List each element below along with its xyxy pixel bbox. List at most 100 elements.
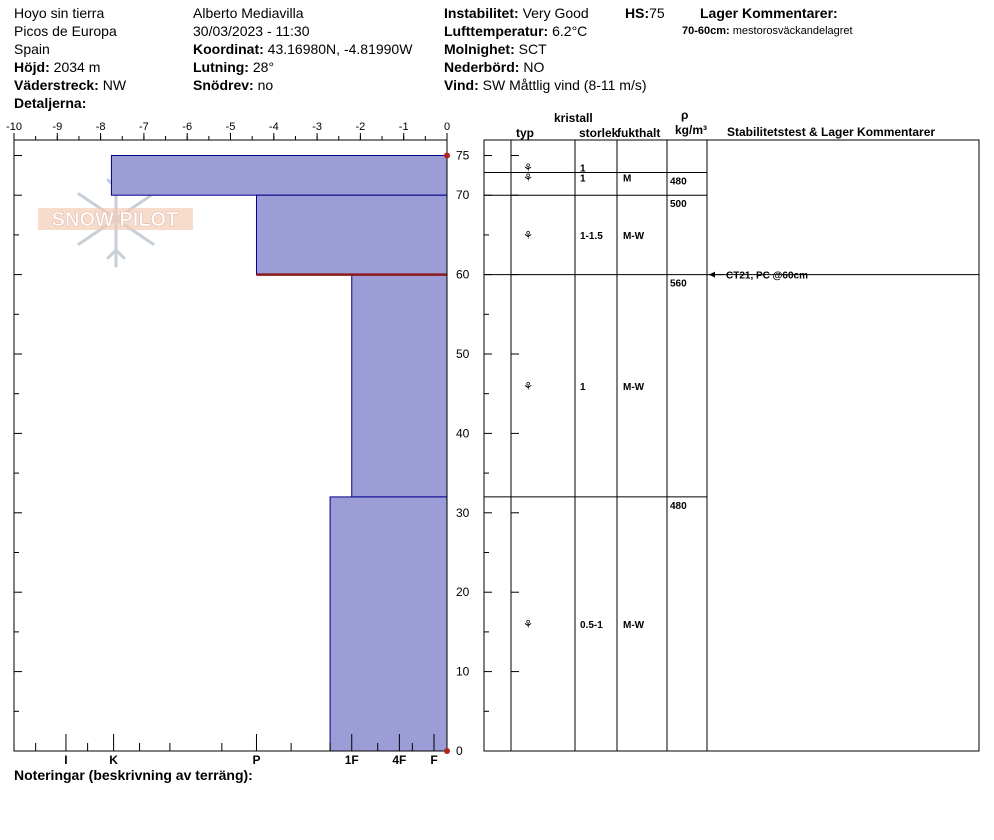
depth-axis-tick-label: 50: [456, 347, 470, 361]
top-axis-tick-label: -10: [6, 121, 22, 133]
aspect-label: Väderstreck:: [14, 77, 99, 93]
observer-name: Alberto Mediavilla: [193, 5, 304, 21]
bottom-axis-tick-label: F: [430, 753, 437, 767]
precipitation-value: NO: [523, 59, 545, 75]
crystal-size-value: 1-1.5: [580, 231, 603, 242]
precipitation-label: Nederbörd:: [444, 59, 520, 75]
cloud-cover: Molnighet: SCT: [444, 41, 547, 57]
stability-test-result: CT21, PC @60cm: [726, 271, 808, 282]
snowdrift: Snödrev: no: [193, 77, 273, 93]
coordinates-label: Koordinat:: [193, 41, 264, 57]
coordinates-value: 43.16980N, -4.81990W: [267, 41, 413, 57]
wind-label: Vind:: [444, 77, 479, 93]
moisture-value: M-W: [623, 382, 645, 393]
depth-marker: [444, 748, 450, 754]
layer-table-frame: [483, 139, 980, 752]
moisture-value: M-W: [623, 231, 645, 242]
cloud-cover-value: SCT: [518, 41, 547, 57]
snow-height-label: HS:: [625, 5, 650, 21]
snowdrift-label: Snödrev:: [193, 77, 254, 93]
moisture-header: fukthalt: [617, 126, 661, 140]
slope-label: Lutning:: [193, 59, 249, 75]
depth-axis-tick-label: 70: [456, 188, 470, 202]
depth-marker: [444, 152, 450, 159]
crystal-type-icon: ⚘: [523, 162, 533, 174]
top-axis-tick-label: -9: [52, 121, 62, 133]
top-axis-tick-label: 0: [444, 121, 450, 133]
wind-value: SW Måttlig vind (8-11 m/s): [482, 77, 647, 93]
crystal-type-icon: ⚘: [523, 381, 533, 393]
coordinates: Koordinat: 43.16980N, -4.81990W: [193, 41, 412, 57]
snow-height: HS:75: [625, 5, 665, 21]
top-axis-tick-label: -5: [226, 121, 236, 133]
crystal-header: kristall: [554, 111, 593, 125]
snow-height-value: 75: [649, 5, 665, 21]
logo-text: SNOW PILOT: [52, 209, 179, 231]
crystal-type-icon: ⚘: [523, 619, 533, 631]
elevation-label: Höjd:: [14, 59, 50, 75]
instability: Instabilitet: Very Good: [444, 5, 589, 21]
bottom-axis-tick-label: I: [64, 753, 67, 767]
wind: Vind: SW Måttlig vind (8-11 m/s): [444, 77, 647, 93]
crystal-size-value: 1: [580, 382, 586, 393]
density-value: 500: [670, 199, 687, 210]
aspect: Väderstreck: NW: [14, 77, 126, 93]
instability-value: Very Good: [522, 5, 589, 21]
terrain-notes-label: Noteringar (beskrivning av terräng):: [14, 767, 253, 783]
density-value: 480: [670, 177, 687, 188]
cloud-cover-label: Molnighet:: [444, 41, 515, 57]
moisture-value: M-W: [623, 620, 645, 631]
hardness-layer-bar: [351, 274, 448, 498]
crystal-size-value: 1: [580, 163, 586, 174]
bottom-axis-tick-label: 1F: [345, 753, 359, 767]
crystal-type-icon: ⚘: [523, 173, 533, 185]
type-header: typ: [516, 126, 534, 140]
slope-value: 28°: [252, 59, 275, 75]
crystal-type-icon: ⚘: [523, 230, 533, 242]
location-name: Hoyo sin tierra: [14, 5, 105, 21]
top-axis-tick-label: -7: [139, 121, 149, 133]
top-axis-tick-label: -3: [312, 121, 322, 133]
stability-header: Stabilitetstest & Lager Kommentarer: [727, 125, 936, 139]
hardness-layer-bar: [329, 496, 448, 752]
snowpilot-logo: SNOW PILOT: [38, 170, 193, 268]
bottom-axis-tick-label: 4F: [392, 753, 406, 767]
elevation-value: 2034 m: [53, 59, 101, 75]
air-temperature-value: 6.2°C: [552, 23, 588, 39]
crystal-size-value: 1: [580, 174, 586, 185]
details-label: Detaljerna:: [14, 95, 87, 111]
top-axis-tick-label: -4: [269, 121, 279, 133]
stability-test-arrowhead: [709, 271, 715, 278]
air-temperature-label: Lufttemperatur:: [444, 23, 549, 39]
instability-label: Instabilitet:: [444, 5, 519, 21]
hardness-layer-bar: [110, 155, 448, 196]
precipitation: Nederbörd: NO: [444, 59, 544, 75]
density-value: 480: [670, 501, 687, 512]
depth-axis-tick-label: 40: [456, 426, 470, 440]
moisture-value: M: [623, 174, 631, 185]
top-axis-tick-label: -1: [399, 121, 409, 133]
depth-axis-tick-label: 30: [456, 506, 470, 520]
elevation: Höjd: 2034 m: [14, 59, 100, 75]
density-unit: kg/m³: [675, 123, 708, 137]
density-symbol: ρ: [681, 108, 689, 122]
layer-comments-title: Lager Kommentarer:: [700, 5, 838, 21]
location-country: Spain: [14, 41, 50, 57]
depth-axis-tick-label: 0: [456, 744, 463, 758]
layer-comment-range: 70-60cm:: [682, 25, 730, 37]
bottom-axis-tick-label: K: [109, 753, 118, 767]
depth-axis-tick-label: 10: [456, 665, 470, 679]
layer-comment: 70-60cm: mestorosväckandelagret: [682, 25, 853, 37]
depth-axis-tick-label: 75: [456, 149, 470, 163]
top-axis-tick-label: -2: [356, 121, 366, 133]
layer-comment-text: mestorosväckandelagret: [732, 25, 853, 37]
density-value: 560: [670, 279, 687, 290]
air-temperature: Lufttemperatur: 6.2°C: [444, 23, 587, 39]
depth-axis-tick-label: 60: [456, 268, 470, 282]
observation-datetime: 30/03/2023 - 11:30: [193, 23, 310, 39]
aspect-value: NW: [102, 77, 127, 93]
top-axis-tick-label: -8: [96, 121, 106, 133]
top-axis-tick-label: -6: [182, 121, 192, 133]
crystal-size-value: 0.5-1: [580, 620, 603, 631]
